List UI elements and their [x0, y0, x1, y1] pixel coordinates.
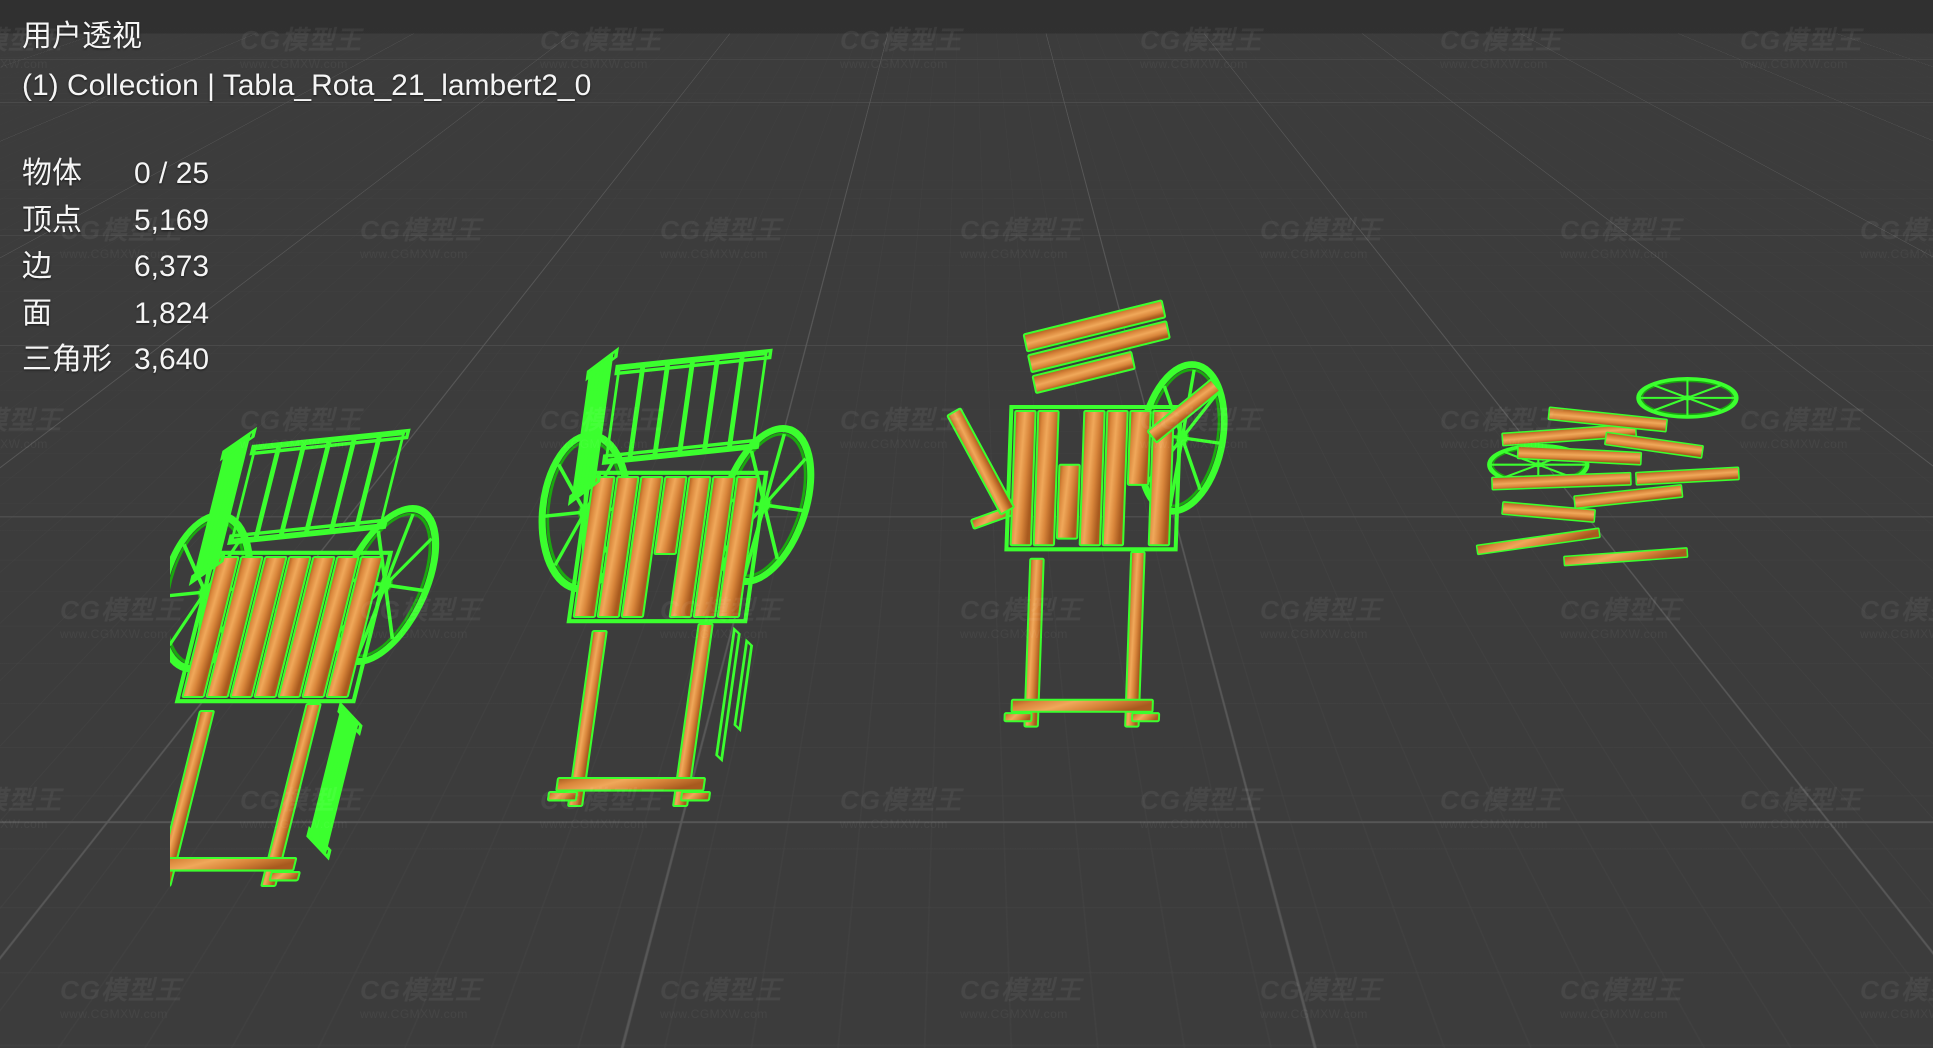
- scene-layer: [0, 0, 1933, 1048]
- cart-4[interactable]: [1330, 295, 1870, 655]
- cart-3[interactable]: [905, 270, 1310, 740]
- cart-2[interactable]: [520, 330, 890, 820]
- cart-1[interactable]: [170, 395, 520, 915]
